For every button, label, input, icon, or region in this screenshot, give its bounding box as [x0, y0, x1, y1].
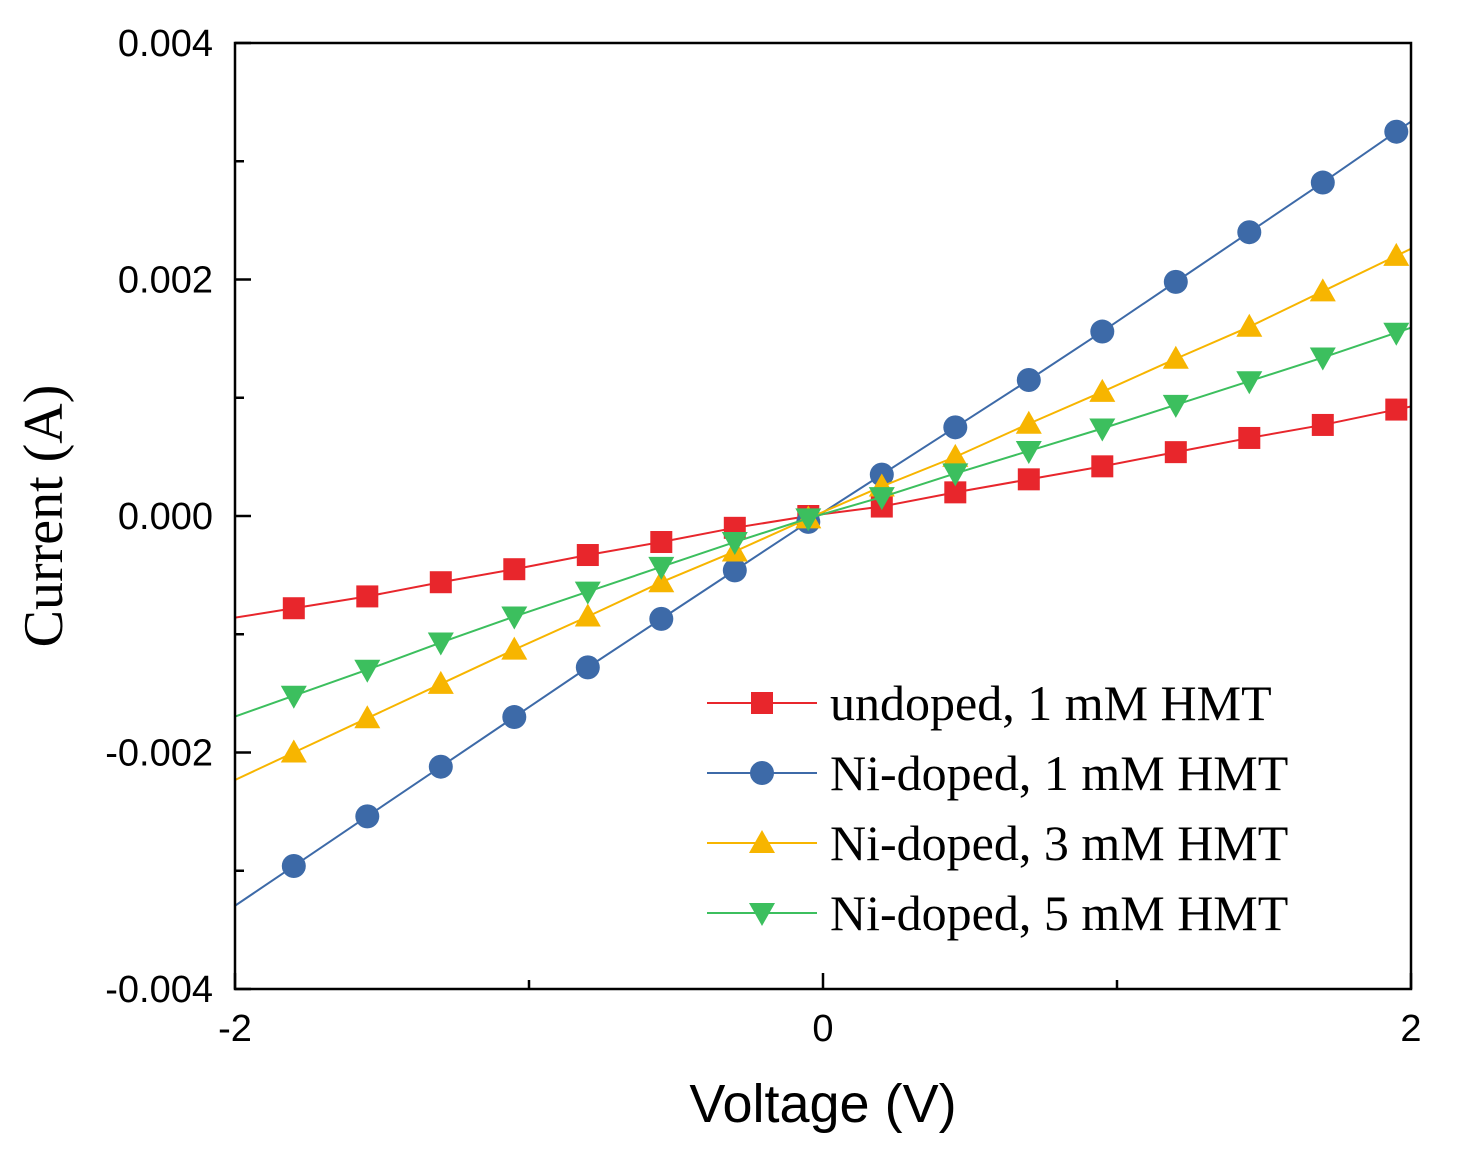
data-point [942, 463, 969, 487]
data-point [1089, 418, 1116, 442]
data-point [1017, 468, 1040, 491]
legend-marker [750, 761, 774, 785]
series-line [235, 247, 1411, 781]
data-point [944, 481, 967, 504]
x-tick-label: -2 [218, 1008, 252, 1050]
legend-item: Ni-doped, 5 mM HMT [707, 885, 1288, 941]
data-point [1383, 242, 1410, 266]
series-0 [235, 398, 1411, 620]
data-point [1016, 368, 1041, 393]
data-point [354, 705, 381, 729]
legend-label: undoped, 1 mM HMT [830, 675, 1272, 731]
axes-layer: -2 0 2 0.004 0.002 0.000 -0.002 -0.004 [105, 23, 1421, 1050]
data-point [1237, 220, 1262, 245]
data-point [429, 571, 452, 594]
data-point [1236, 313, 1263, 337]
data-point [280, 739, 307, 763]
data-point [943, 415, 968, 440]
data-point [1162, 345, 1189, 369]
data-point [501, 606, 528, 630]
data-point [1015, 410, 1042, 434]
data-point [427, 670, 454, 694]
legend-marker [751, 692, 773, 714]
data-point [648, 569, 675, 593]
y-tick-label: 0.004 [118, 23, 213, 65]
data-point [428, 754, 453, 779]
series-layer [235, 119, 1411, 907]
data-point [1164, 441, 1187, 464]
y-tick-label: -0.004 [105, 969, 213, 1011]
data-point [502, 705, 527, 730]
data-point [721, 532, 748, 556]
x-tick-label: 2 [1400, 1008, 1421, 1050]
data-point [1089, 378, 1116, 402]
legend-label: Ni-doped, 1 mM HMT [830, 745, 1288, 801]
data-point [354, 659, 381, 683]
data-point [576, 544, 599, 567]
data-point [1090, 319, 1115, 344]
series-line [235, 120, 1411, 907]
data-point [356, 585, 379, 608]
data-point [650, 531, 673, 554]
y-tick-label: 0.002 [118, 260, 213, 302]
data-point [503, 558, 526, 581]
data-point [1163, 269, 1188, 294]
data-point [1309, 278, 1336, 302]
data-point [280, 685, 307, 709]
legend-item: undoped, 1 mM HMT [707, 675, 1272, 731]
data-point [1015, 440, 1042, 464]
data-point [355, 804, 380, 829]
legend-label: Ni-doped, 5 mM HMT [830, 885, 1288, 941]
data-point [1383, 322, 1410, 346]
legend-label: Ni-doped, 3 mM HMT [830, 815, 1288, 871]
data-point [1162, 394, 1189, 418]
legend: undoped, 1 mM HMT Ni-doped, 1 mM HMT Ni-do… [707, 675, 1288, 941]
data-point [427, 632, 454, 656]
data-point [648, 556, 675, 580]
data-point [1310, 170, 1335, 195]
series-line [235, 326, 1411, 718]
data-point [574, 603, 601, 627]
y-tick-label: 0.000 [118, 496, 213, 538]
data-point [722, 558, 747, 583]
data-point [795, 508, 822, 532]
data-point [575, 655, 600, 680]
y-axis-title: Current (A) [13, 385, 75, 648]
data-point [1309, 347, 1336, 371]
legend-item: Ni-doped, 3 mM HMT [707, 815, 1288, 871]
series-line [235, 405, 1411, 619]
legend-marker [749, 830, 775, 853]
y-tick-label: -0.002 [105, 733, 213, 775]
data-point [281, 854, 306, 879]
data-point [1091, 455, 1114, 478]
x-tick-label: 0 [812, 1008, 833, 1050]
data-point [501, 636, 528, 660]
data-point [942, 443, 969, 467]
data-point [1384, 119, 1409, 144]
x-axis-title: Voltage (V) [689, 1074, 956, 1134]
series-3 [235, 322, 1411, 718]
legend-marker [749, 903, 775, 926]
data-point [1311, 413, 1334, 436]
legend-item: Ni-doped, 1 mM HMT [707, 745, 1288, 801]
data-point [574, 581, 601, 605]
data-point [1236, 371, 1263, 395]
data-point [1238, 426, 1261, 449]
data-point [1385, 398, 1408, 421]
data-point [649, 606, 674, 631]
data-point [282, 597, 305, 620]
data-point [868, 487, 895, 511]
